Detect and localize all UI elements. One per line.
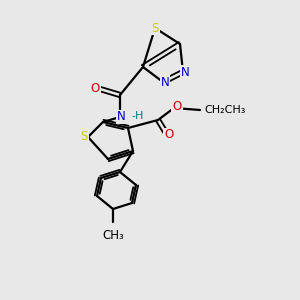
Text: CH₂CH₃: CH₂CH₃ bbox=[204, 105, 245, 115]
Text: S: S bbox=[80, 130, 88, 143]
Text: -H: -H bbox=[131, 111, 143, 121]
Text: N: N bbox=[117, 110, 125, 124]
Text: S: S bbox=[151, 22, 159, 34]
Text: O: O bbox=[164, 128, 174, 142]
Text: CH₃: CH₃ bbox=[102, 229, 124, 242]
Text: N: N bbox=[181, 65, 189, 79]
Text: N: N bbox=[160, 76, 169, 88]
Text: O: O bbox=[90, 82, 100, 95]
Text: O: O bbox=[172, 100, 182, 112]
